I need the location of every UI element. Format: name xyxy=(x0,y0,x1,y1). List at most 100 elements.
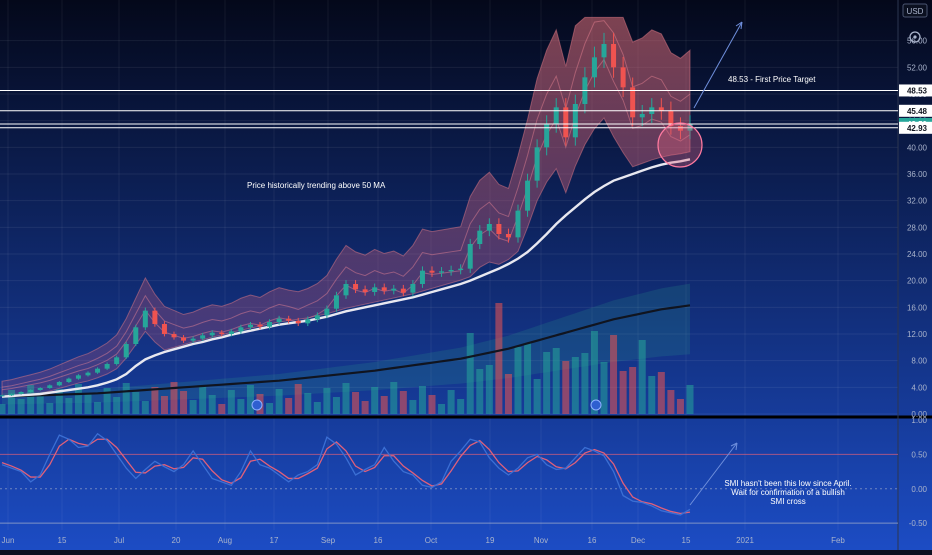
candle-body xyxy=(391,288,397,291)
candle-body xyxy=(123,344,129,358)
candle-body xyxy=(37,388,43,390)
arrowhead-icon xyxy=(735,21,743,30)
candle-body xyxy=(95,368,101,373)
volume-bar xyxy=(74,384,82,414)
candle-body xyxy=(209,332,215,336)
candle-body xyxy=(353,284,359,290)
candle-body xyxy=(114,357,120,364)
settings-gear-icon[interactable] xyxy=(909,31,921,43)
volume-bar xyxy=(399,391,407,414)
event-marker-icon xyxy=(590,399,602,411)
volume-bar xyxy=(84,393,92,414)
candle-body xyxy=(505,234,511,238)
volume-bar xyxy=(428,395,436,414)
volume-bar xyxy=(17,399,25,414)
volume-bar xyxy=(122,383,130,414)
currency-badge[interactable]: USD xyxy=(902,3,928,18)
price-tick-label: 40.00 xyxy=(907,143,928,152)
candle-body xyxy=(496,224,502,234)
volume-bar xyxy=(418,386,426,414)
candle-body xyxy=(219,332,225,334)
smi-tick-label: 1.00 xyxy=(911,416,927,425)
candle-body xyxy=(276,318,282,322)
time-tick-label: 15 xyxy=(58,536,67,545)
candle-body xyxy=(400,288,406,293)
price-tick-label: 16.00 xyxy=(907,303,928,312)
volume-bar xyxy=(304,393,312,414)
volume-bar xyxy=(141,401,149,414)
volume-bar xyxy=(409,400,417,414)
candle-body xyxy=(171,334,177,338)
smi-line xyxy=(1,432,691,516)
price-tick-label: 52.00 xyxy=(907,63,928,72)
time-tick-label: 17 xyxy=(270,536,279,545)
candle-body xyxy=(630,87,636,118)
volume-bar xyxy=(648,376,656,414)
volume-bar xyxy=(189,400,197,414)
volume-bar xyxy=(275,389,283,414)
sma50-line xyxy=(1,158,691,398)
candle-body xyxy=(267,322,273,327)
price-axis-layer: 56.0052.0048.0044.0040.0036.0032.0028.00… xyxy=(899,37,932,419)
volume-bar xyxy=(438,404,446,414)
candle-body xyxy=(658,107,664,111)
volume-bar xyxy=(160,396,168,414)
candle-body xyxy=(362,289,368,292)
time-tick-label: 16 xyxy=(374,536,383,545)
volume-bar xyxy=(562,361,570,414)
price-tick-label: 20.00 xyxy=(907,277,928,286)
volume-bar xyxy=(676,399,684,414)
candle-body xyxy=(85,372,91,376)
smi-panel-layer: 1.00 0.50 0.00 -0.50 xyxy=(0,416,928,528)
volume-bar xyxy=(94,402,102,414)
candle-body xyxy=(181,337,187,341)
time-tick-label: Sep xyxy=(321,536,336,545)
candle-body xyxy=(28,390,34,392)
volume-bar xyxy=(180,391,188,414)
candle-body xyxy=(486,224,492,231)
candle-body xyxy=(611,44,617,68)
volume-bar xyxy=(323,388,331,414)
candle-body xyxy=(343,284,349,296)
volume-bar xyxy=(246,385,254,414)
candle-body xyxy=(515,210,521,238)
price-line-tag-label: 42.93 xyxy=(907,124,928,133)
volume-bar xyxy=(199,386,207,414)
time-tick-label: Feb xyxy=(831,536,845,545)
price-target-annotation: 48.53 - First Price Target xyxy=(728,75,816,84)
candle-body xyxy=(333,295,339,309)
envelope-inner-line xyxy=(1,20,691,388)
volume-bar xyxy=(332,397,340,414)
volume-bar xyxy=(619,371,627,414)
volume-bar xyxy=(113,397,121,414)
projection-arrow xyxy=(693,21,743,109)
volume-bar xyxy=(495,303,503,414)
candle-body xyxy=(305,319,311,324)
price-tick-label: 8.00 xyxy=(911,357,927,366)
smi-tick-label: -0.50 xyxy=(909,519,928,528)
volume-bar xyxy=(46,403,54,414)
smi-projection-arrow xyxy=(689,442,738,506)
volume-bar xyxy=(638,340,646,414)
volume-bar xyxy=(65,398,73,414)
candle-body xyxy=(47,385,53,388)
volume-bar xyxy=(571,357,579,414)
time-tick-label: Dec xyxy=(631,536,645,545)
volume-bar xyxy=(600,362,608,414)
candle-body xyxy=(553,107,559,124)
price-line-tag-label: 45.48 xyxy=(907,107,928,116)
moving-average-layer xyxy=(1,158,691,398)
price-tick-label: 32.00 xyxy=(907,197,928,206)
candle-body xyxy=(142,310,148,328)
volume-bar xyxy=(8,390,16,414)
volume-bar xyxy=(27,385,35,414)
volume-bar xyxy=(170,382,178,414)
volume-bars-layer xyxy=(0,303,694,414)
volume-bar xyxy=(657,372,665,414)
candle-body xyxy=(324,308,330,316)
annotations-layer: 48.53 - First Price Target Price historic… xyxy=(247,21,852,506)
candle-body xyxy=(66,378,72,382)
candle-body xyxy=(56,382,62,386)
candle-body xyxy=(295,320,301,324)
